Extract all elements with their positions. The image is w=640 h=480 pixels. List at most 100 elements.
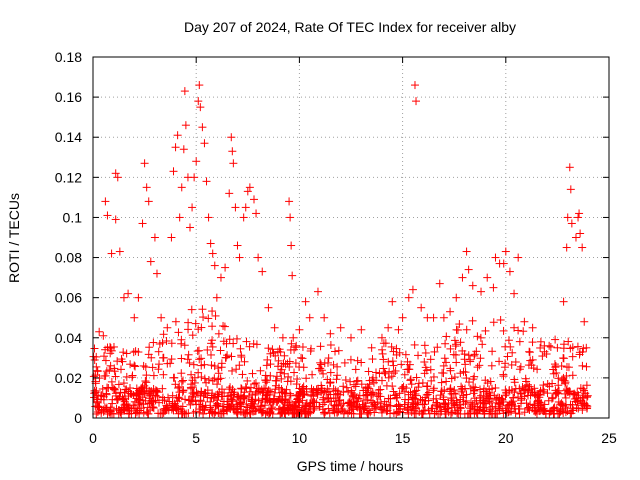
background-marker (548, 379, 557, 388)
base-marker (145, 391, 154, 400)
background-marker (292, 341, 301, 350)
background-marker (119, 379, 128, 388)
base-marker (336, 400, 345, 409)
background-marker (211, 311, 220, 320)
background-marker (353, 356, 362, 365)
background-marker (167, 355, 176, 364)
background-marker (562, 363, 571, 372)
background-marker (495, 357, 504, 366)
background-marker (430, 409, 439, 418)
data-point (200, 139, 209, 148)
base-marker (206, 397, 215, 406)
background-marker (268, 403, 277, 412)
background-marker (178, 402, 187, 411)
data-point (138, 219, 147, 228)
base-marker (462, 396, 471, 405)
base-marker (543, 389, 552, 398)
base-marker (322, 388, 331, 397)
background-marker (204, 314, 213, 323)
background-marker (174, 328, 183, 337)
background-marker (499, 326, 508, 335)
base-marker (137, 384, 146, 393)
background-marker (167, 339, 176, 348)
data-point (169, 167, 178, 176)
background-marker (405, 360, 414, 369)
background-marker (333, 362, 342, 371)
data-point (146, 257, 155, 266)
background-marker (295, 363, 304, 372)
data-point (99, 331, 108, 340)
background-marker (442, 377, 451, 386)
background-marker (213, 380, 222, 389)
background-marker (149, 403, 158, 412)
background-marker (452, 358, 461, 367)
background-marker (326, 341, 335, 350)
background-marker (271, 351, 280, 360)
background-marker (283, 377, 292, 386)
base-marker (565, 387, 574, 396)
data-point (150, 233, 159, 242)
base-marker (277, 385, 286, 394)
background-marker (154, 347, 163, 356)
data-point (111, 215, 120, 224)
data-point (181, 121, 190, 130)
base-marker (266, 398, 275, 407)
background-marker (181, 395, 190, 404)
background-marker (351, 365, 360, 374)
background-marker (242, 337, 251, 346)
background-marker (341, 376, 350, 385)
background-marker (344, 408, 353, 417)
background-marker (256, 366, 265, 375)
base-marker (286, 391, 295, 400)
background-marker (481, 326, 490, 335)
data-point (241, 203, 250, 212)
base-marker (572, 403, 581, 412)
background-marker (559, 376, 568, 385)
background-marker (187, 380, 196, 389)
base-marker (540, 400, 549, 409)
background-marker (568, 371, 577, 380)
data-point (210, 261, 219, 270)
background-marker (291, 359, 300, 368)
background-marker (280, 351, 289, 360)
background-marker (208, 336, 217, 345)
data-point (134, 293, 143, 302)
background-marker (429, 372, 438, 381)
base-marker (309, 405, 318, 414)
background-marker (89, 372, 98, 381)
background-marker (582, 381, 591, 390)
background-marker (297, 353, 306, 362)
background-marker (426, 365, 435, 374)
data-point (208, 249, 217, 258)
background-marker (552, 368, 561, 377)
base-marker (569, 390, 578, 399)
base-marker (561, 393, 570, 402)
background-marker (340, 358, 349, 367)
base-marker (364, 384, 373, 393)
data-point (212, 293, 221, 302)
base-marker (241, 405, 250, 414)
background-marker (483, 379, 492, 388)
background-marker (488, 347, 497, 356)
background-marker (379, 364, 388, 373)
background-marker (562, 371, 571, 380)
data-point (245, 183, 254, 192)
background-marker (330, 347, 339, 356)
background-marker (174, 384, 183, 393)
data-points (89, 81, 592, 418)
background-marker (568, 343, 577, 352)
background-marker (507, 360, 516, 369)
base-marker (224, 392, 233, 401)
data-point (119, 293, 128, 302)
data-point (173, 131, 182, 140)
background-marker (319, 408, 328, 417)
background-marker (177, 369, 186, 378)
background-marker (353, 376, 362, 385)
base-marker (147, 398, 156, 407)
base-marker (524, 386, 533, 395)
background-marker (426, 355, 435, 364)
base-marker (135, 396, 144, 405)
background-marker (266, 360, 275, 369)
base-marker (576, 384, 585, 393)
background-marker (473, 332, 482, 341)
